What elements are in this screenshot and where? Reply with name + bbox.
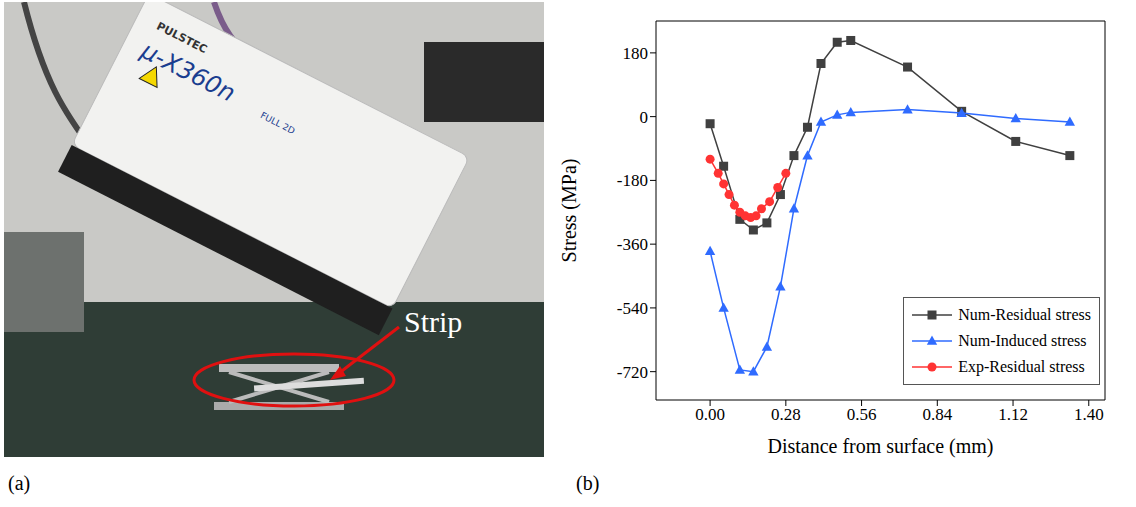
- svg-text:180: 180: [623, 44, 649, 63]
- svg-text:Strip: Strip: [404, 305, 462, 338]
- svg-text:1.40: 1.40: [1074, 405, 1104, 424]
- svg-text:1.12: 1.12: [998, 405, 1028, 424]
- svg-text:μ-X360n: μ-X360n: [136, 36, 240, 107]
- svg-text:0.00: 0.00: [695, 405, 725, 424]
- html-text:Exp-Residual stress: Exp-Residual stress: [958, 358, 1085, 375]
- html-text:(a): (a): [8, 472, 31, 494]
- html-text:Num-Residual stress: Num-Residual stress: [958, 306, 1091, 323]
- html-text:Num-Induced stress: Num-Induced stress: [958, 332, 1087, 349]
- svg-text:0.56: 0.56: [847, 405, 877, 424]
- svg-text:Stress (MPa): Stress (MPa): [558, 159, 581, 263]
- svg-text:0.28: 0.28: [771, 405, 801, 424]
- svg-text:-360: -360: [617, 235, 648, 254]
- svg-text:-720: -720: [617, 363, 648, 382]
- html-text:(b): (b): [576, 472, 600, 494]
- svg-text:0.84: 0.84: [922, 405, 952, 424]
- svg-text:FULL 2D: FULL 2D: [259, 110, 297, 136]
- svg-text:PULSTEC: PULSTEC: [154, 19, 210, 57]
- svg-text:-180: -180: [617, 171, 648, 190]
- svg-text:Distance from surface (mm): Distance from surface (mm): [767, 435, 993, 458]
- svg-text:0: 0: [640, 108, 649, 127]
- svg-text:-540: -540: [617, 299, 648, 318]
